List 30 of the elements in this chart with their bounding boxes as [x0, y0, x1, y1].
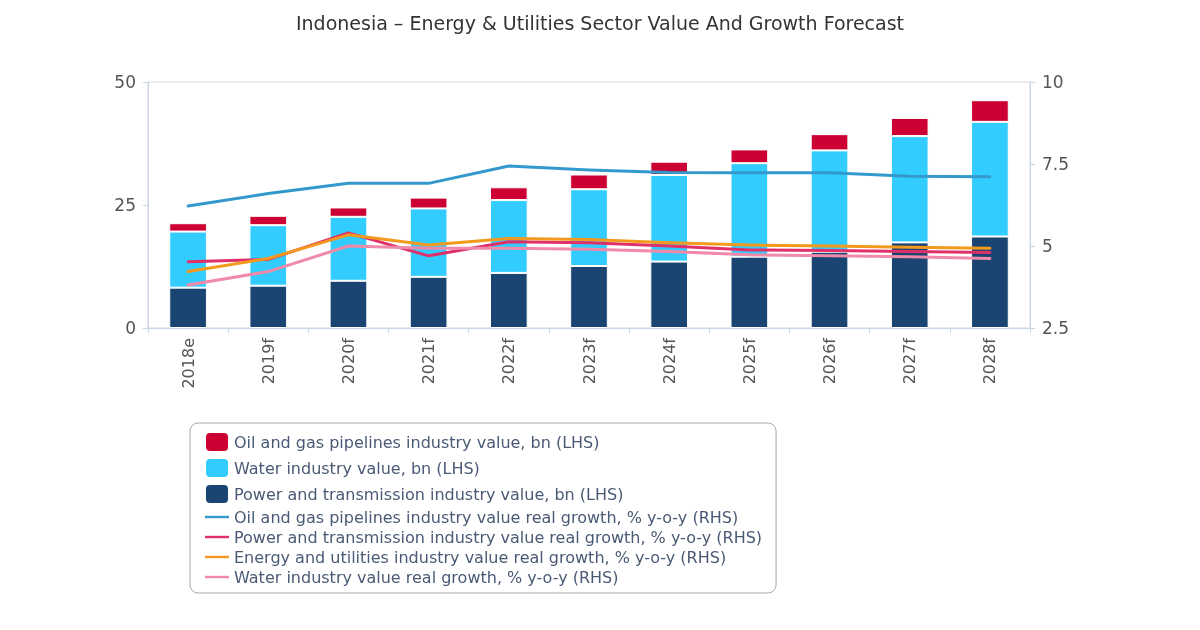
line-series	[186, 244, 992, 287]
y2-tick-label: 7.5	[1042, 154, 1070, 174]
x-tick-label: 2027f	[900, 337, 920, 385]
x-tick-label: 2023f	[579, 337, 599, 385]
line-series	[186, 233, 992, 274]
bar	[810, 251, 849, 328]
x-tick-label: 2024f	[659, 337, 679, 385]
legend-label: Oil and gas pipelines industry value real growth, % y-o-y (RHS)	[234, 507, 739, 527]
x-tick-label: 2028f	[980, 337, 1000, 385]
y2-tick-label: 10	[1042, 72, 1064, 92]
y2-tick-label: 2.5	[1042, 318, 1070, 338]
legend-label: Power and transmission industry value, bn (LHS)	[234, 484, 624, 504]
line-series	[186, 164, 992, 208]
legend-label: Power and transmission industry value real growth, % y-o-y (RHS)	[234, 527, 763, 547]
legend-label: Oil and gas pipelines industry value, bn (LHS)	[234, 432, 600, 452]
x-tick-label: 2020f	[338, 337, 358, 385]
y-tick-label: 0	[125, 318, 136, 338]
legend-label: Energy and utilities industry value real growth, % y-o-y (RHS)	[234, 547, 727, 567]
x-tick-label: 2026f	[820, 337, 840, 385]
legend-label: Water industry value, bn (LHS)	[234, 458, 480, 478]
y-tick-label: 50	[114, 72, 136, 92]
legend-label: Water industry value real growth, % y-o-y (RHS)	[234, 567, 619, 587]
y2-tick-label: 5	[1042, 236, 1053, 256]
x-tick-label: 2022f	[499, 337, 519, 385]
x-tick-label: 2018e	[178, 338, 198, 389]
x-tick-label: 2025f	[739, 337, 759, 385]
x-tick-label: 2019f	[258, 337, 278, 385]
x-tick-label: 2021f	[419, 337, 439, 385]
y-tick-label: 25	[114, 195, 136, 215]
chart-title: Indonesia – Energy & Utilities Sector Value And Growth Forecast	[295, 11, 905, 34]
